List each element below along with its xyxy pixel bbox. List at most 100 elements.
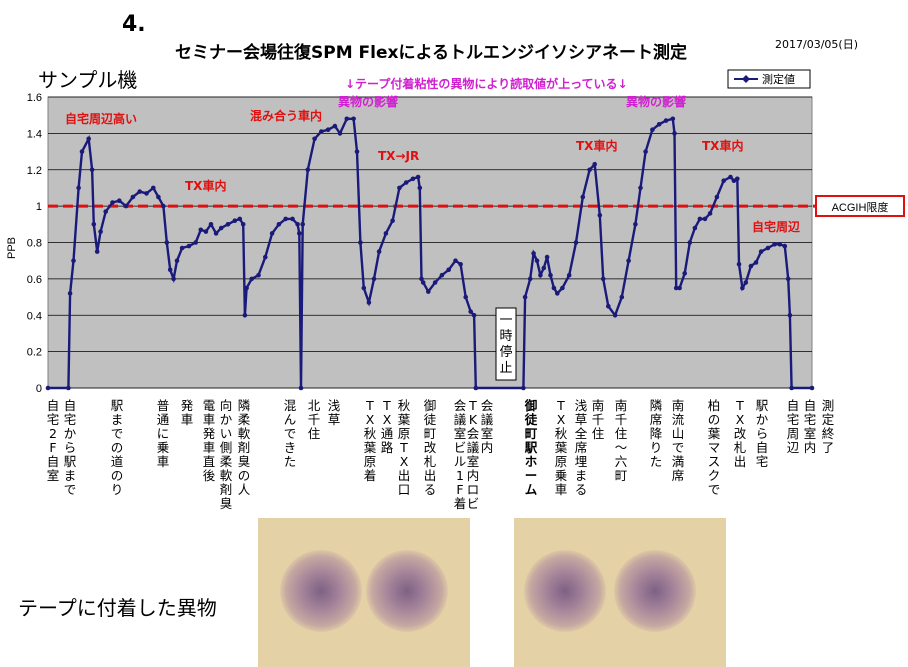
data-point bbox=[103, 209, 108, 214]
event-label-char: 浅 bbox=[328, 398, 341, 413]
chart-annotation: TX車内 bbox=[702, 138, 743, 153]
measurement-chart: 00.20.40.60.811.21.41.6PPBACGIH限度測定値自宅周辺… bbox=[6, 69, 905, 511]
event-label-char: 〜 bbox=[615, 440, 628, 455]
event-label-char: 発 bbox=[203, 426, 216, 441]
data-point bbox=[643, 149, 648, 154]
event-label-char: 軟 bbox=[238, 426, 251, 441]
data-point bbox=[473, 385, 479, 391]
data-point bbox=[117, 198, 122, 203]
data-point bbox=[123, 203, 129, 209]
data-point bbox=[697, 216, 703, 222]
event-label-char: 埋 bbox=[575, 454, 588, 469]
event-label-char: 草 bbox=[328, 412, 341, 427]
legend-box bbox=[727, 69, 811, 89]
event-label-char: 秋 bbox=[364, 426, 377, 441]
event-label-char: ら bbox=[64, 440, 77, 455]
event-label-char: 柏 bbox=[708, 398, 721, 413]
data-point bbox=[534, 258, 540, 264]
data-point bbox=[269, 231, 275, 236]
data-point bbox=[777, 242, 782, 247]
pause-note-char: 止 bbox=[499, 361, 512, 376]
data-point bbox=[677, 285, 682, 291]
event-label-char: 千 bbox=[592, 412, 605, 427]
event-label-char: 内 bbox=[467, 468, 480, 483]
event-label-char: T bbox=[365, 398, 374, 413]
tape-foreign-matter-label: テープに付着した異物 bbox=[18, 596, 217, 620]
data-point bbox=[714, 194, 720, 200]
event-label-char: 秋 bbox=[398, 398, 411, 413]
data-point bbox=[332, 123, 338, 129]
event-label-char: 千 bbox=[308, 412, 321, 427]
event-label-char: 柔 bbox=[220, 454, 233, 469]
event-label-char: 南 bbox=[592, 398, 605, 413]
data-point bbox=[225, 222, 231, 227]
event-label-char: 葉 bbox=[708, 426, 721, 441]
data-point bbox=[300, 222, 306, 227]
data-point bbox=[358, 240, 363, 245]
event-label-char: 車 bbox=[157, 454, 170, 469]
data-point bbox=[748, 263, 754, 269]
event-label-char: 出 bbox=[398, 468, 411, 483]
event-label-char: 六 bbox=[615, 454, 628, 469]
data-point bbox=[600, 276, 606, 282]
event-label-char: 車 bbox=[555, 482, 568, 497]
data-point bbox=[366, 300, 372, 305]
event-label-char: X bbox=[366, 412, 375, 427]
data-point bbox=[672, 131, 677, 136]
event-label-char: 席 bbox=[575, 440, 588, 455]
event-label-char: 宅 bbox=[64, 412, 77, 427]
event-label-char: 降 bbox=[650, 426, 663, 441]
event-label-char: で bbox=[672, 440, 685, 455]
data-point bbox=[263, 254, 268, 260]
data-point bbox=[656, 122, 662, 127]
chart-annotation: ↓テープ付着粘性の異物により読取値が上っている↓ bbox=[345, 76, 628, 91]
event-label-char: 室 bbox=[467, 454, 480, 469]
event-label-char: 徒 bbox=[524, 412, 538, 427]
event-label-char: ま bbox=[111, 412, 124, 427]
data-point bbox=[203, 229, 209, 234]
event-label-char: 北 bbox=[308, 398, 321, 413]
y-tick-label: 1.4 bbox=[27, 128, 42, 140]
event-label-char: で bbox=[708, 482, 721, 497]
event-label-char: ん bbox=[284, 412, 297, 427]
event-label-char: 通 bbox=[381, 426, 394, 441]
data-point bbox=[432, 280, 438, 285]
data-point bbox=[789, 385, 794, 391]
data-point bbox=[337, 131, 343, 136]
data-point bbox=[410, 176, 416, 182]
event-label-char: 流 bbox=[672, 412, 685, 427]
event-label-char: 自 bbox=[804, 398, 817, 413]
event-label-char: 町 bbox=[424, 426, 437, 441]
data-point bbox=[612, 313, 618, 318]
event-label-char: X bbox=[400, 454, 409, 469]
data-point bbox=[419, 276, 424, 282]
tape-stain-spot bbox=[524, 550, 606, 632]
data-point bbox=[541, 265, 547, 271]
event-label-char: に bbox=[157, 426, 170, 441]
data-point bbox=[560, 285, 565, 291]
data-point bbox=[144, 191, 149, 196]
data-point bbox=[439, 272, 445, 278]
event-label-char: 南 bbox=[615, 398, 628, 413]
event-label-char: 御 bbox=[424, 398, 437, 413]
data-point bbox=[76, 185, 81, 191]
event-label-char: 駅 bbox=[64, 454, 77, 469]
data-point bbox=[531, 251, 536, 256]
event-label-char: 通 bbox=[157, 412, 170, 427]
tape-stain-spot bbox=[366, 550, 448, 632]
data-point bbox=[638, 185, 643, 191]
event-label-char: X bbox=[557, 412, 566, 427]
data-point bbox=[521, 385, 526, 391]
event-label-char: T bbox=[468, 398, 477, 413]
data-point bbox=[566, 272, 572, 278]
data-point bbox=[186, 243, 192, 249]
event-label-char: 電 bbox=[203, 398, 216, 413]
legend-entry: 測定値 bbox=[762, 72, 795, 86]
data-point bbox=[94, 249, 100, 254]
data-point bbox=[463, 294, 469, 300]
event-label-char: 町 bbox=[615, 468, 628, 483]
data-point bbox=[587, 167, 592, 173]
data-point bbox=[538, 272, 543, 278]
event-label-char: マ bbox=[708, 440, 721, 455]
event-label-char: 乗 bbox=[555, 468, 568, 483]
